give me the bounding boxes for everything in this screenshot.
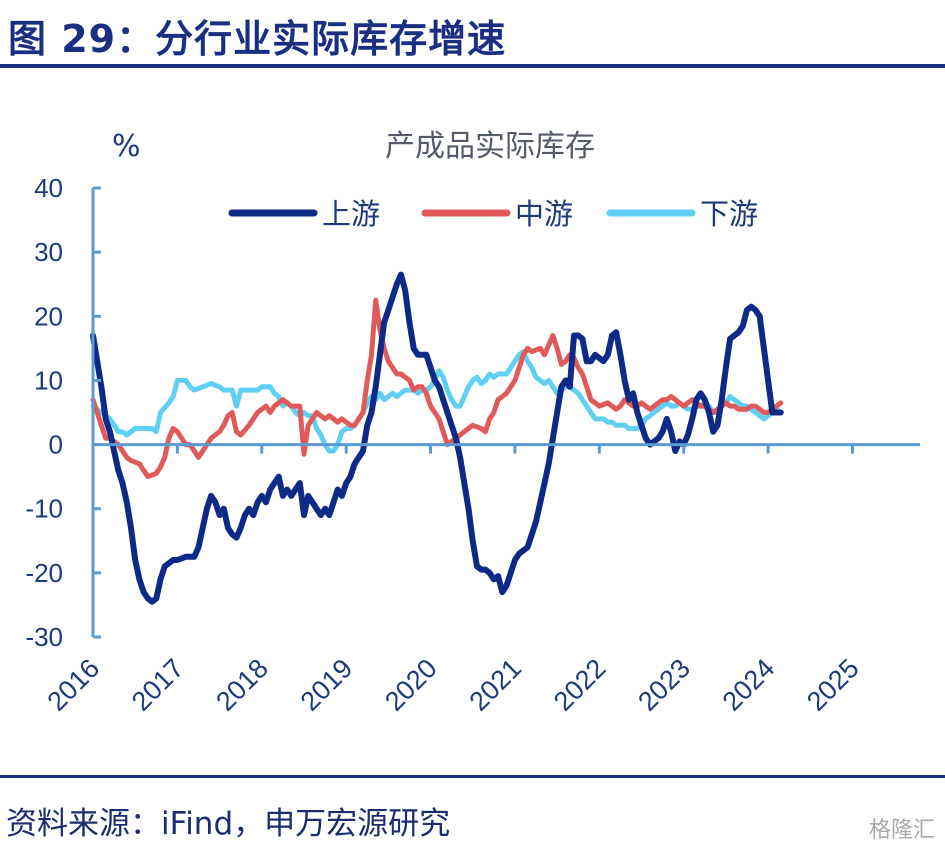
x-tick-label: 2024 <box>717 653 781 717</box>
axes <box>91 186 920 639</box>
figure-title: 图 29：分行业实际库存增速 <box>8 17 507 61</box>
source-note: 资料来源：iFind，申万宏源研究 <box>6 806 451 842</box>
x-tick-label: 2016 <box>42 653 106 717</box>
series-lines <box>90 271 784 605</box>
x-tick-labels: 2016 2017 2018 2019 2020 2021 2022 2023 2024 2025 <box>42 653 865 717</box>
y-tick-label: 30 <box>34 237 63 267</box>
x-tick-label: 2020 <box>379 653 443 717</box>
series-line-3 <box>90 349 784 454</box>
x-tick-label: 2017 <box>126 653 190 717</box>
x-tick-label: 2025 <box>801 653 865 717</box>
legend-label: 上游 <box>322 197 380 231</box>
legend-label: 下游 <box>700 197 758 231</box>
y-tick-label: -20 <box>25 558 63 588</box>
source-rule <box>0 775 945 778</box>
x-tick-label: 2023 <box>632 653 696 717</box>
title-rule <box>0 64 945 68</box>
x-tick-label: 2021 <box>463 653 527 717</box>
series-line-2 <box>90 297 784 480</box>
y-tick-label: -10 <box>25 494 63 524</box>
x-tick-label: 2019 <box>295 653 359 717</box>
x-tick-label: 2018 <box>210 653 274 717</box>
y-tick-label: -30 <box>25 622 63 652</box>
legend: 上游 中游 下游 <box>228 197 758 231</box>
y-axis-unit: % <box>112 129 141 164</box>
series-line-1 <box>90 271 784 605</box>
y-tick-label: 40 <box>34 173 63 203</box>
y-tick-labels: -30 -20 -10 0 10 20 30 40 <box>25 173 63 652</box>
watermark: 格隆汇 <box>868 818 935 843</box>
x-tick-label: 2022 <box>548 653 612 717</box>
legend-label: 中游 <box>515 197 573 231</box>
chart-title: 产成品实际库存 <box>385 129 595 164</box>
y-tick-label: 10 <box>34 365 63 395</box>
y-tick-label: 20 <box>34 301 63 331</box>
y-tick-label: 0 <box>49 430 63 460</box>
